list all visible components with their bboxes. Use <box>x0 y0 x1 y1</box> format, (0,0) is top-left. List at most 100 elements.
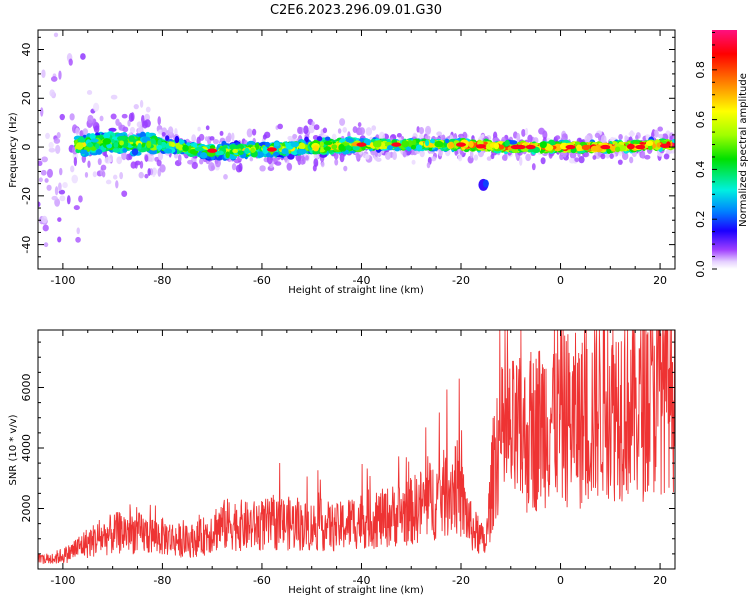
spectrogram-speckle <box>592 155 597 160</box>
spectrogram-speckle <box>93 102 100 112</box>
spectrogram-peak <box>635 144 646 150</box>
spectrogram-speckle <box>97 158 102 166</box>
x-tick-label: -60 <box>253 574 271 587</box>
spectrogram-speckle <box>436 131 443 137</box>
spectrogram-speckle <box>42 224 49 232</box>
figure-title: C2E6.2023.296.09.01.G30 <box>270 3 442 18</box>
spectrogram-cell <box>112 148 121 153</box>
spectrogram-speckle <box>101 170 106 178</box>
spectrogram-cell <box>237 150 244 156</box>
spectrogram-speckle <box>56 132 61 139</box>
spectrogram-cell <box>671 138 675 144</box>
spectrogram-speckle <box>51 195 58 201</box>
spectrogram-speckle <box>129 126 136 134</box>
x-tick-label: -20 <box>452 574 470 587</box>
spectrogram-speckle <box>112 174 118 180</box>
x-tick-label: -40 <box>352 274 370 287</box>
spectrogram-speckle <box>145 106 151 113</box>
spectrogram-speckle <box>322 127 328 134</box>
spectrogram-speckle <box>210 165 216 171</box>
spectrogram-speckle <box>57 236 62 243</box>
spectrogram-heatmap <box>38 32 675 248</box>
spectrogram-cell <box>312 145 319 152</box>
spectrogram-cell <box>254 142 260 150</box>
spectrogram-speckle <box>205 125 210 131</box>
spectrogram-speckle <box>645 133 650 140</box>
y-tick-label: 6000 <box>20 373 33 401</box>
spectrogram-cell <box>215 150 224 156</box>
spectrogram-speckle <box>629 156 634 164</box>
spectrogram-speckle <box>525 153 531 162</box>
spectrogram-cell <box>319 141 324 148</box>
spectrogram-cell <box>89 133 96 140</box>
spectrogram-cell <box>508 140 518 145</box>
spectrogram-speckle <box>86 90 93 95</box>
spectrogram-speckle <box>66 195 71 205</box>
spectrogram-speckle <box>357 122 362 128</box>
spectrogram-cell <box>615 146 621 153</box>
spectrogram-speckle <box>110 113 117 120</box>
spectrogram-peak <box>356 142 367 147</box>
spectrogram-speckle <box>313 124 320 131</box>
spectrogram-speckle <box>249 156 254 162</box>
spectrogram-cell <box>345 145 352 151</box>
spectrogram-cell <box>412 139 417 146</box>
y-tick-label: -20 <box>20 187 33 205</box>
spectrogram-speckle <box>624 135 628 142</box>
spectrogram-speckle <box>133 103 139 110</box>
spectrogram-cell <box>175 141 181 149</box>
spectrogram-speckle <box>110 94 118 100</box>
spectrogram-speckle <box>100 164 107 171</box>
spectrogram-cell <box>75 142 84 150</box>
spectrogram-cell <box>137 142 142 150</box>
spectrogram-speckle <box>191 161 198 170</box>
spectrogram-speckle <box>231 132 235 141</box>
spectrogram-speckle <box>209 136 215 141</box>
spectrogram-peak <box>266 147 277 152</box>
spectrogram-speckle <box>187 159 194 165</box>
x-tick-label: -80 <box>153 574 171 587</box>
colorbar-tick-label: 0.0 <box>694 260 707 278</box>
spectrogram-speckle <box>125 153 131 161</box>
spectrogram-speckle <box>569 151 577 159</box>
spectrogram-speckle <box>144 154 149 163</box>
spectrogram-speckle <box>277 123 283 130</box>
spectrogram-speckle <box>43 242 49 248</box>
spectrogram-speckle <box>430 156 437 162</box>
spectrogram-speckle <box>197 126 201 132</box>
colorbar: 0.0 0.2 0.4 0.6 0.8 Normalized spectral ampl… <box>694 30 749 278</box>
spectrogram-speckle <box>339 118 346 126</box>
spectrogram-speckle <box>584 134 591 144</box>
spectrogram-speckle <box>311 121 315 127</box>
spectrogram-speckle <box>69 113 75 121</box>
spectrogram-cell <box>415 144 423 151</box>
spectrogram-speckle <box>469 150 474 159</box>
spectrogram-speckle <box>302 156 306 165</box>
spectrogram-speckle <box>600 134 607 144</box>
spectrogram-cell <box>645 140 654 146</box>
spectrogram-cell <box>131 148 139 156</box>
spectrogram-speckle <box>115 180 119 189</box>
spectrogram-speckle <box>75 236 81 243</box>
spectrogram-speckle <box>58 70 62 80</box>
spectrogram-speckle <box>116 156 123 165</box>
x-tick-label: 0 <box>557 274 564 287</box>
spectrogram-speckle <box>339 153 345 163</box>
spectrogram-cell <box>290 141 300 148</box>
y-tick-label: 0 <box>20 144 33 151</box>
spectrogram-speckle <box>46 168 53 178</box>
spectrogram-speckle <box>138 171 144 179</box>
spectrogram-cell <box>232 148 238 154</box>
spectrogram-speckle <box>665 149 673 155</box>
spectrogram-cell <box>323 140 333 146</box>
spectrogram-cell <box>323 146 332 151</box>
spectrogram-speckle <box>516 132 521 143</box>
spectrogram-speckle <box>151 167 158 176</box>
spectrogram-speckle <box>313 158 319 167</box>
spectrogram-speckle <box>424 135 431 141</box>
spectrogram-cell <box>265 152 271 158</box>
spectrogram-cell <box>450 142 455 148</box>
spectrogram-blob-core <box>482 179 489 188</box>
spectrogram-peak <box>391 142 402 147</box>
